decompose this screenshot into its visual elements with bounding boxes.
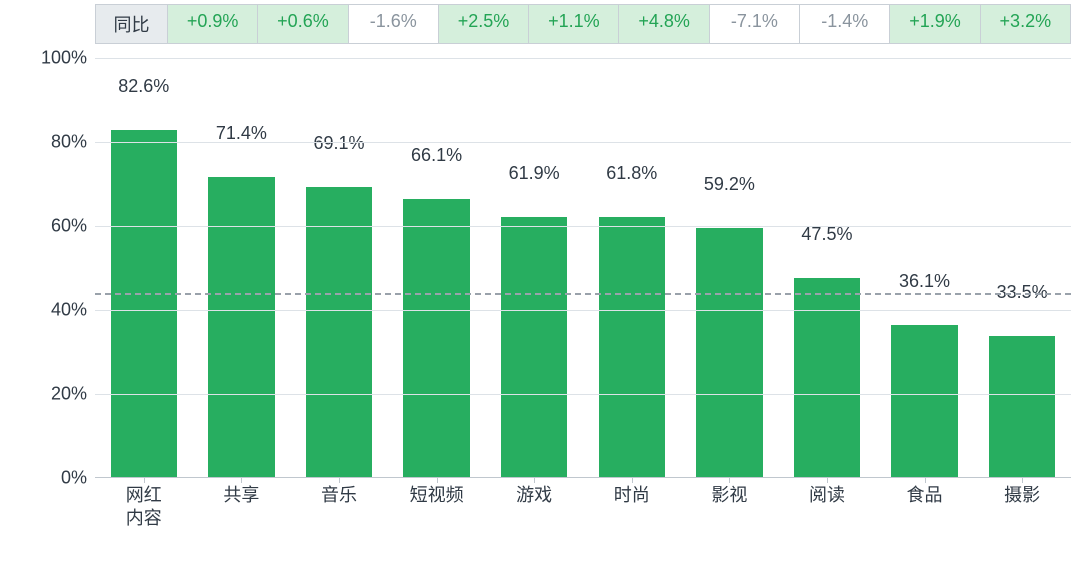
x-axis-label: 阅读 [778, 484, 876, 531]
yoy-cell-1: +0.6% [258, 5, 348, 43]
x-tick [1022, 477, 1023, 483]
yoy-table: 同比 +0.9%+0.6%-1.6%+2.5%+1.1%+4.8%-7.1%-1… [95, 4, 1071, 44]
x-axis-label: 影视 [681, 484, 779, 531]
x-axis-label: 食品 [876, 484, 974, 531]
x-axis-label: 短视频 [388, 484, 486, 531]
bar [501, 217, 567, 477]
bar-slot: 82.6% [95, 58, 193, 477]
bar [208, 177, 274, 477]
gridline [95, 58, 1071, 59]
bar-chart: 82.6%71.4%69.1%66.1%61.9%61.8%59.2% 47.5%… [10, 46, 1071, 559]
y-tick-label: 40% [27, 300, 87, 321]
bar-slot: 59.2% [681, 58, 779, 477]
bar-slot: 66.1% [388, 58, 486, 477]
yoy-cell-7: -1.4% [800, 5, 890, 43]
bar-value-label: 47.5% [778, 224, 876, 251]
x-axis-label: 音乐 [290, 484, 388, 531]
x-tick [339, 477, 340, 483]
gridline [95, 394, 1071, 395]
x-tick [925, 477, 926, 483]
bar-slot: 36.1% [876, 58, 974, 477]
x-axis-label: 摄影 [973, 484, 1071, 531]
yoy-cell-2: -1.6% [349, 5, 439, 43]
bar-value-label: 82.6% [95, 76, 193, 103]
bars-container: 82.6%71.4%69.1%66.1%61.9%61.8%59.2% 47.5%… [95, 58, 1071, 477]
x-tick [437, 477, 438, 483]
x-axis-label: 游戏 [485, 484, 583, 531]
bar [599, 217, 665, 477]
y-tick-label: 60% [27, 216, 87, 237]
bar-value-label: 61.8% [583, 163, 681, 190]
bar-value-label: 59.2% [681, 174, 779, 201]
bar [403, 199, 469, 477]
bar-slot: 33.5% [973, 58, 1071, 477]
bar-value-label: 69.1% [290, 133, 388, 160]
gridline [95, 142, 1071, 143]
reference-line [95, 293, 1071, 295]
x-tick [632, 477, 633, 483]
yoy-cell-8: +1.9% [890, 5, 980, 43]
bar [794, 278, 860, 478]
x-tick [144, 477, 145, 483]
bar [989, 336, 1055, 477]
x-tick [729, 477, 730, 483]
bar-slot: 47.5% [778, 58, 876, 477]
bar-value-label: 71.4% [193, 123, 291, 150]
x-axis-label: 网红内容 [95, 484, 193, 531]
y-tick-label: 100% [27, 48, 87, 69]
yoy-cell-9: +3.2% [981, 5, 1070, 43]
bar-slot: 61.8% [583, 58, 681, 477]
gridline [95, 226, 1071, 227]
bar-value-label: 61.9% [485, 163, 583, 190]
x-axis-label: 共享 [193, 484, 291, 531]
gridline [95, 310, 1071, 311]
y-tick-label: 80% [27, 132, 87, 153]
bar-value-label: 33.5% [973, 282, 1071, 309]
yoy-header-cell: 同比 [96, 5, 168, 43]
bar [306, 187, 372, 477]
y-tick-label: 0% [27, 468, 87, 489]
yoy-cell-6: -7.1% [710, 5, 800, 43]
bar [111, 130, 177, 477]
y-tick-label: 20% [27, 384, 87, 405]
bar-value-label: 66.1% [388, 145, 486, 172]
yoy-cell-0: +0.9% [168, 5, 258, 43]
bar-slot: 61.9% [485, 58, 583, 477]
x-axis-label: 时尚 [583, 484, 681, 531]
bar [891, 325, 957, 477]
bar-slot: 71.4% [193, 58, 291, 477]
x-tick [241, 477, 242, 483]
x-tick [534, 477, 535, 483]
yoy-cell-5: +4.8% [619, 5, 709, 43]
bar [696, 228, 762, 477]
plot-area: 82.6%71.4%69.1%66.1%61.9%61.8%59.2% 47.5%… [95, 58, 1071, 478]
x-tick [827, 477, 828, 483]
x-axis-labels: 网红内容共享音乐短视频游戏时尚影视阅读食品摄影 [95, 484, 1071, 531]
yoy-cell-3: +2.5% [439, 5, 529, 43]
bar-slot: 69.1% [290, 58, 388, 477]
yoy-cell-4: +1.1% [529, 5, 619, 43]
